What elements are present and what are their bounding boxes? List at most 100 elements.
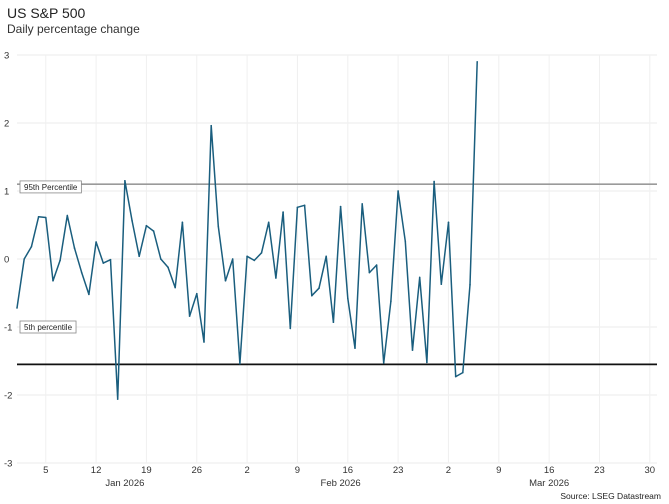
chart-subtitle: Daily percentage change bbox=[7, 22, 140, 36]
x-tick-label: 16 bbox=[342, 465, 353, 476]
x-tick-label: 19 bbox=[141, 465, 152, 476]
y-tick-label: -2 bbox=[4, 391, 12, 402]
month-labels: Jan 2026 Feb 2026 Mar 2026 bbox=[105, 478, 569, 489]
data-point bbox=[181, 221, 184, 224]
data-point bbox=[66, 214, 69, 217]
reference-label-box bbox=[19, 180, 82, 194]
data-point bbox=[318, 287, 320, 290]
data-point bbox=[282, 211, 284, 213]
data-point bbox=[88, 293, 90, 296]
x-tick-label: 16 bbox=[544, 465, 555, 476]
x-tick-label: 2 bbox=[244, 465, 249, 476]
reference-line-labels: 95th Percentile 5th percentile bbox=[19, 180, 82, 334]
data-point bbox=[37, 216, 40, 218]
data-point bbox=[152, 230, 155, 232]
month-label: Mar 2026 bbox=[529, 478, 569, 489]
data-point bbox=[462, 371, 464, 374]
data-point bbox=[433, 180, 435, 183]
data-point bbox=[239, 362, 241, 365]
data-point bbox=[16, 307, 18, 309]
y-tick-label: -1 bbox=[4, 323, 12, 334]
y-tick-label: -3 bbox=[4, 459, 12, 470]
data-point bbox=[174, 286, 176, 289]
reference-label-box bbox=[19, 320, 77, 334]
data-point bbox=[196, 292, 198, 295]
data-point bbox=[260, 252, 263, 254]
y-tick-label: 3 bbox=[4, 51, 9, 62]
data-point bbox=[311, 294, 313, 297]
chart-title: US S&P 500 bbox=[7, 5, 86, 21]
reference-label: 5th percentile bbox=[19, 320, 77, 334]
reference-lines bbox=[17, 183, 657, 366]
reference-label-text: 5th percentile bbox=[24, 323, 73, 332]
data-point bbox=[390, 300, 392, 303]
data-point bbox=[188, 315, 191, 317]
data-point bbox=[368, 271, 371, 274]
month-label: Jan 2026 bbox=[105, 478, 144, 489]
data-point bbox=[210, 124, 212, 127]
data-point bbox=[296, 206, 299, 209]
data-point bbox=[203, 341, 205, 343]
data-point bbox=[382, 362, 385, 364]
data-point bbox=[397, 190, 399, 192]
x-tick-label: 30 bbox=[645, 465, 656, 476]
data-point bbox=[116, 398, 119, 400]
x-tick-label: 12 bbox=[91, 465, 102, 476]
data-point bbox=[411, 349, 414, 351]
data-point bbox=[246, 255, 248, 258]
data-point bbox=[267, 221, 270, 224]
data-point bbox=[109, 258, 112, 261]
data-point bbox=[303, 204, 306, 207]
data-point bbox=[426, 361, 428, 364]
data-point bbox=[347, 297, 349, 300]
data-point bbox=[469, 284, 471, 286]
data-point bbox=[275, 277, 277, 279]
reference-label: 95th Percentile bbox=[19, 180, 82, 194]
data-point bbox=[332, 321, 335, 324]
data-point bbox=[354, 347, 356, 349]
data-point bbox=[80, 271, 83, 274]
x-tick-label: 9 bbox=[295, 465, 300, 476]
x-tick-label: 23 bbox=[393, 465, 404, 476]
data-point bbox=[224, 280, 227, 282]
data-point bbox=[45, 216, 47, 219]
data-point bbox=[476, 61, 479, 63]
data-point bbox=[167, 266, 169, 269]
data-point bbox=[217, 225, 220, 228]
reference-label-text: 95th Percentile bbox=[24, 183, 78, 192]
data-point bbox=[404, 240, 407, 243]
data-point bbox=[361, 203, 364, 205]
data-series bbox=[16, 61, 479, 400]
x-tick-label: 26 bbox=[191, 465, 202, 476]
data-point bbox=[138, 255, 140, 258]
data-point bbox=[454, 375, 457, 378]
data-point bbox=[440, 283, 443, 286]
y-tick-label: 2 bbox=[4, 119, 9, 130]
data-point bbox=[160, 258, 162, 260]
data-point bbox=[102, 262, 105, 264]
x-tick-label: 23 bbox=[594, 465, 605, 476]
data-point bbox=[325, 255, 328, 258]
data-point bbox=[289, 327, 292, 330]
x-tick-label: 9 bbox=[496, 465, 501, 476]
data-point bbox=[73, 247, 76, 249]
data-point bbox=[145, 224, 148, 227]
data-point bbox=[375, 264, 378, 266]
gridlines bbox=[17, 54, 657, 464]
x-axis-ticks: 5 12 19 26 2 9 16 23 2 9 16 23 30 bbox=[43, 465, 655, 476]
data-point bbox=[339, 205, 342, 208]
y-tick-label: 1 bbox=[4, 187, 9, 198]
x-tick-label: 2 bbox=[446, 465, 451, 476]
month-label: Feb 2026 bbox=[321, 478, 361, 489]
source-note: Source: LSEG Datastream bbox=[560, 491, 661, 501]
data-point bbox=[231, 258, 234, 260]
data-point bbox=[59, 259, 61, 262]
data-point bbox=[418, 276, 421, 279]
data-point bbox=[124, 180, 126, 182]
data-point bbox=[30, 246, 33, 248]
data-point bbox=[23, 258, 26, 260]
data-point bbox=[52, 280, 54, 282]
data-point bbox=[447, 221, 450, 224]
x-tick-label: 5 bbox=[43, 465, 48, 476]
